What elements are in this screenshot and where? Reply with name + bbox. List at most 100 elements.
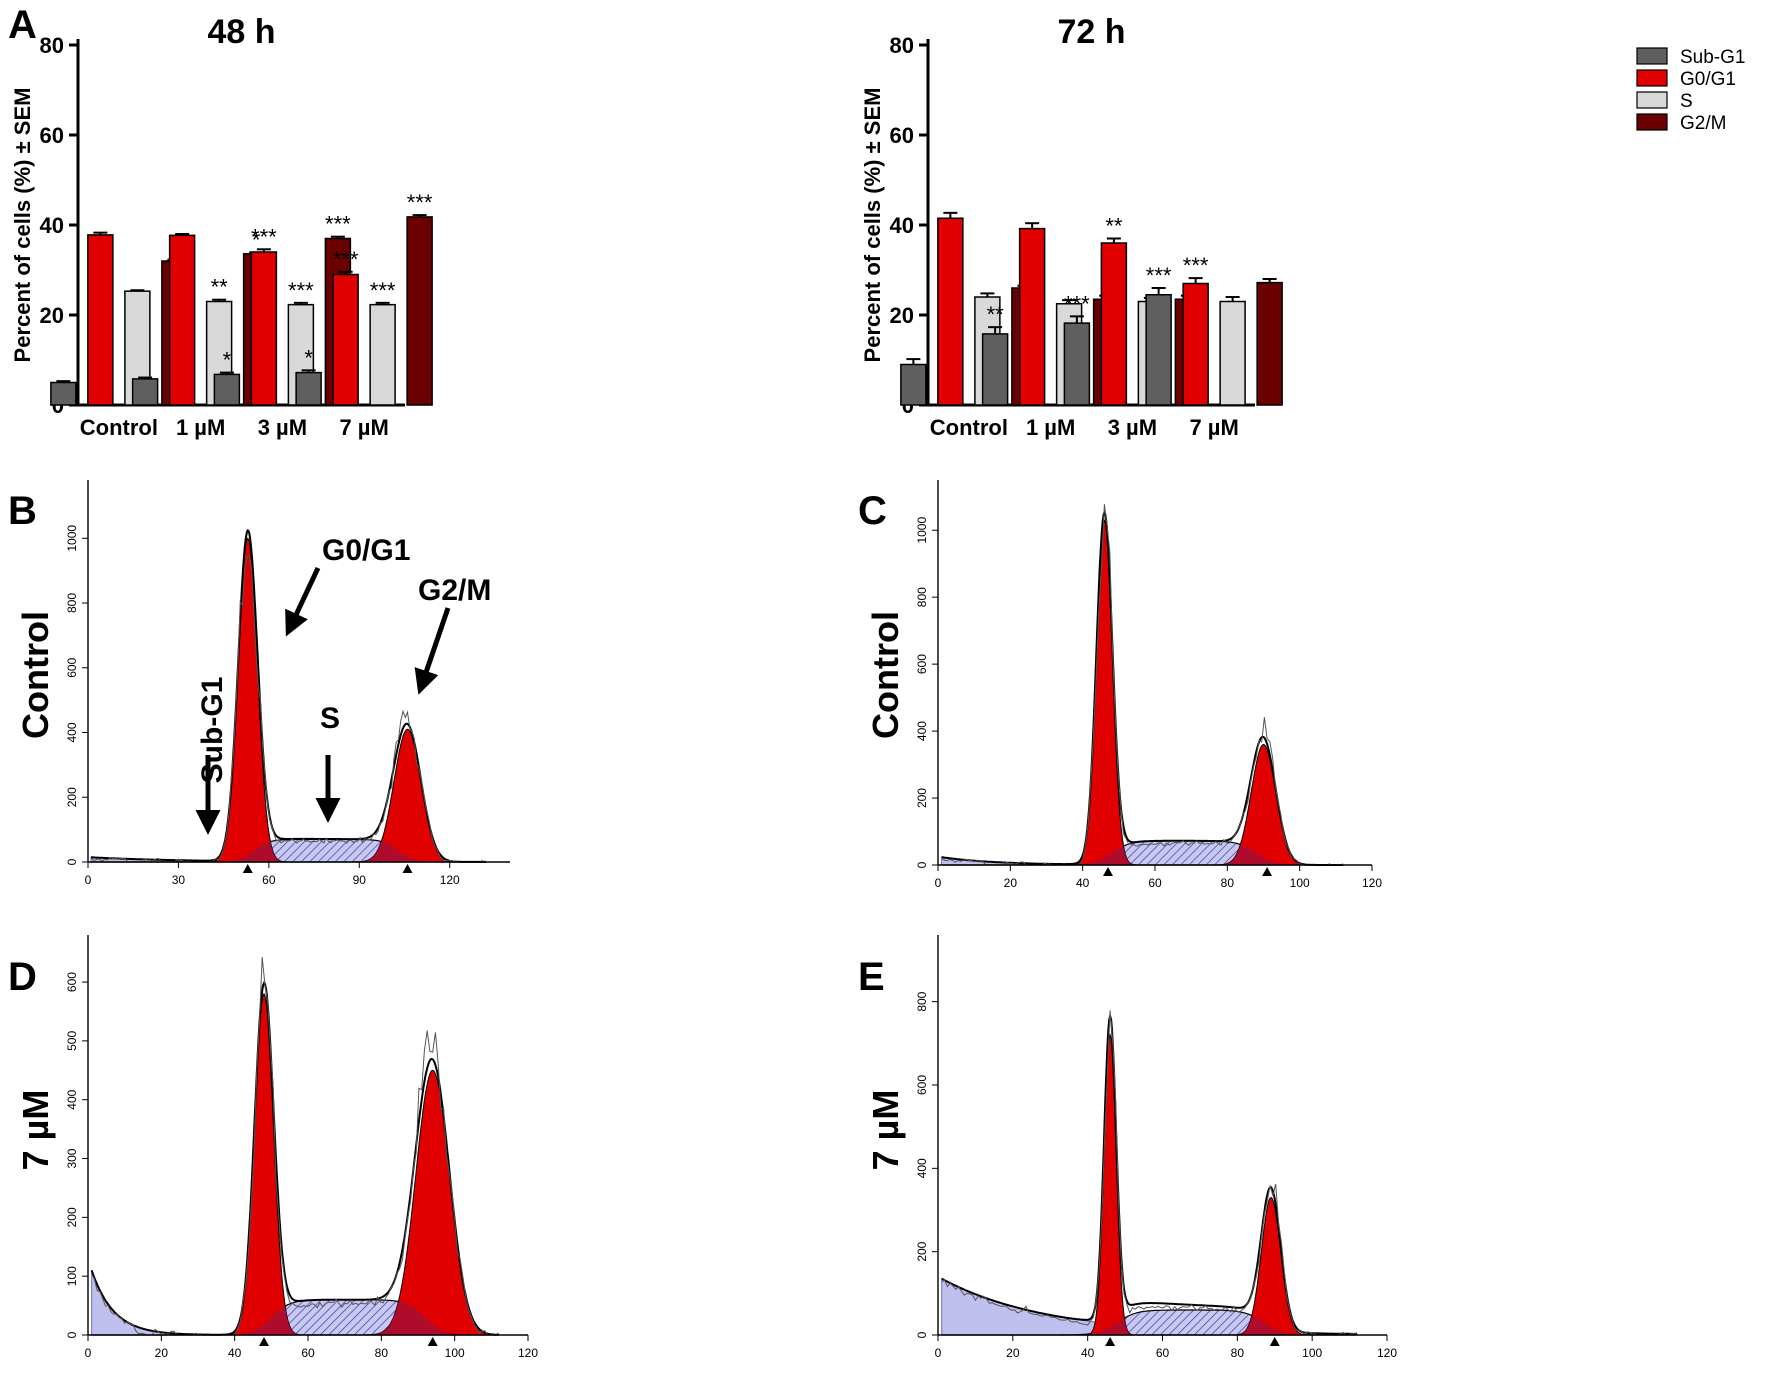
- significance-label: ***: [1064, 291, 1090, 316]
- x-tick-label: 120: [440, 873, 460, 887]
- y-tick-label: 600: [65, 657, 79, 677]
- bar-chart-72h: 72 h020406080Percent of cells (%) ± SEMC…: [860, 13, 1283, 440]
- bar: [369, 303, 396, 406]
- peak-marker: [242, 864, 253, 873]
- x-tick-label: 120: [518, 1346, 538, 1360]
- annotation-g0g1: G0/G1: [322, 534, 410, 567]
- significance-label: ***: [251, 224, 277, 249]
- significance-label: **: [987, 302, 1005, 327]
- y-tick-label: 400: [915, 721, 929, 741]
- x-tick-label: 40: [228, 1346, 242, 1360]
- significance-label: ***: [1146, 263, 1172, 288]
- y-tick-label: 400: [65, 722, 79, 742]
- y-tick-label: 200: [65, 1207, 79, 1227]
- significance-label: ***: [370, 278, 396, 303]
- y-tick-label: 40: [40, 213, 64, 238]
- x-tick-label: 0: [935, 876, 942, 890]
- x-tick-label: 120: [1362, 876, 1382, 890]
- model-fit-line: [90, 981, 499, 1336]
- legend-swatch: [1636, 113, 1668, 131]
- x-tick-label: 40: [1076, 876, 1090, 890]
- significance-label: ***: [325, 212, 351, 237]
- bar: [1256, 281, 1283, 406]
- g0g1-peak: [225, 992, 303, 1336]
- x-tick-label: 40: [1081, 1346, 1095, 1360]
- bar: [937, 217, 964, 406]
- bar: [213, 373, 241, 406]
- bar: [168, 234, 196, 406]
- x-tick-label: 20: [1006, 1346, 1020, 1360]
- peak-marker: [1269, 1337, 1280, 1346]
- legend-label: Sub-G1: [1680, 47, 1745, 68]
- y-tick-label: 600: [915, 654, 929, 674]
- annotation-s: S: [320, 702, 340, 735]
- raw-data-line: [91, 957, 499, 1336]
- x-tick-label: 20: [155, 1346, 169, 1360]
- raw-data-line: [941, 504, 1344, 866]
- y-tick-label: 60: [890, 123, 914, 148]
- g0g1-peak: [1086, 1033, 1134, 1336]
- y-tick-label: 200: [915, 788, 929, 808]
- g0g1-peak: [1072, 518, 1137, 866]
- bar: [295, 371, 322, 406]
- chart-title: 48 h: [207, 13, 275, 51]
- legend-label: S: [1680, 91, 1693, 112]
- y-tick-label: 600: [65, 972, 79, 992]
- y-tick-label: 100: [65, 1266, 79, 1286]
- x-tick-label: 80: [375, 1346, 389, 1360]
- y-tick-label: 300: [65, 1148, 79, 1168]
- category-label: Control: [80, 415, 158, 440]
- x-tick-label: 60: [262, 873, 276, 887]
- bar: [1100, 242, 1128, 406]
- category-label: 7 µM: [339, 415, 388, 440]
- bar: [87, 234, 114, 406]
- x-tick-label: 60: [1148, 876, 1162, 890]
- x-tick-label: 60: [1156, 1346, 1170, 1360]
- panel-letter-e: E: [858, 955, 885, 999]
- y-tick-label: 80: [40, 33, 64, 58]
- category-label: 1 µM: [176, 415, 225, 440]
- x-tick-label: 20: [1004, 876, 1018, 890]
- histogram-b: 0 30 60 90 120 0 200 400 600 800 1000: [65, 480, 510, 887]
- category-label: Control: [930, 415, 1008, 440]
- bar: [406, 216, 433, 406]
- y-axis-label: Percent of cells (%) ± SEM: [10, 88, 35, 363]
- y-tick-label: 80: [890, 33, 914, 58]
- histogram-d: 0 20 40 60 80 100 120 0 100 200 300 400 500 600: [65, 935, 538, 1360]
- bar: [1182, 282, 1209, 406]
- significance-label: ***: [1183, 253, 1209, 278]
- overlap-area: [209, 841, 287, 862]
- significance-label: ***: [333, 247, 359, 272]
- bar: [1219, 300, 1246, 406]
- peak-marker: [1102, 867, 1113, 876]
- significance-label: *: [252, 227, 261, 252]
- chart-title: 72 h: [1057, 13, 1125, 51]
- bar: [50, 381, 77, 406]
- significance-label: ***: [288, 278, 314, 303]
- y-tick-label: 40: [890, 213, 914, 238]
- category-label: 3 µM: [258, 415, 307, 440]
- bar: [1018, 227, 1046, 406]
- y-tick-label: 800: [915, 587, 929, 607]
- y-tick-label: 400: [65, 1089, 79, 1109]
- raw-data-line: [941, 1010, 1358, 1336]
- legend-label: G0/G1: [1680, 69, 1736, 90]
- histogram-e: 0 20 40 60 80 100 120 0 200 400 600 800: [915, 935, 1397, 1360]
- y-tick-label: 0: [915, 861, 929, 868]
- significance-label: **: [211, 275, 229, 300]
- g2m-peak: [1232, 1196, 1310, 1336]
- overlap-area: [1086, 1318, 1134, 1335]
- panel-letter-b: B: [8, 489, 37, 533]
- row-label-c: Control: [865, 611, 906, 739]
- y-tick-label: 800: [65, 593, 79, 613]
- x-tick-label: 120: [1377, 1346, 1397, 1360]
- y-tick-label: 1000: [65, 525, 79, 552]
- bar: [981, 333, 1009, 406]
- x-tick-label: 60: [301, 1346, 315, 1360]
- y-tick-label: 1000: [915, 517, 929, 544]
- bar: [1063, 322, 1091, 406]
- row-label-b: Control: [15, 611, 56, 739]
- legend-label: G2/M: [1680, 113, 1726, 134]
- overlap-area: [1232, 1315, 1310, 1335]
